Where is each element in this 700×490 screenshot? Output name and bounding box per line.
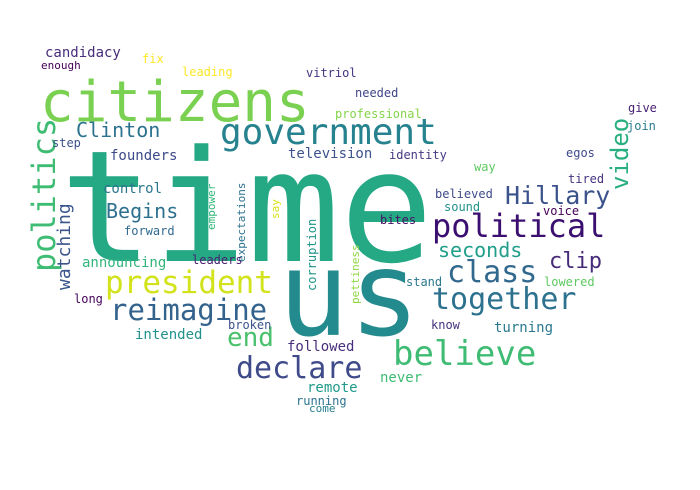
word-announcing: announcing <box>82 255 167 271</box>
word-clip: clip <box>549 249 602 274</box>
word-television: television <box>288 146 373 162</box>
word-give: give <box>628 101 657 115</box>
word-stand: stand <box>406 275 443 289</box>
word-watching: watching <box>54 203 75 290</box>
word-clinton: Clinton <box>76 118 161 142</box>
word-leading: leading <box>182 65 233 79</box>
word-political: political <box>432 207 606 245</box>
word-citizens: citizens <box>40 70 310 135</box>
word-declare: declare <box>236 351 363 386</box>
word-way: way <box>474 160 496 174</box>
word-empower: empower <box>205 183 218 230</box>
word-begins: Begins <box>106 199 179 223</box>
word-expectations: expectations <box>235 182 248 262</box>
word-fix: fix <box>142 52 164 66</box>
word-hillary: Hillary <box>505 181 611 210</box>
word-believed: believed <box>435 187 493 201</box>
word-corruption: corruption <box>305 218 319 291</box>
word-sound: sound <box>444 200 481 214</box>
word-professional: professional <box>335 107 422 121</box>
word-pettiness: pettiness <box>349 244 362 304</box>
word-lowered: lowered <box>544 275 595 289</box>
word-seconds: seconds <box>438 238 523 262</box>
word-intended: intended <box>135 327 203 343</box>
word-bites: bites <box>380 213 417 227</box>
word-class: class <box>447 255 538 290</box>
word-turning: turning <box>494 320 554 336</box>
word-never: never <box>380 370 423 386</box>
word-vitriol: vitriol <box>306 66 357 80</box>
word-say: say <box>269 199 282 219</box>
word-needed: needed <box>355 86 399 100</box>
word-reimagine: reimagine <box>110 293 268 327</box>
word-president: president <box>105 265 273 301</box>
word-together: together <box>432 282 577 317</box>
word-remote: remote <box>307 380 358 396</box>
word-tired: tired <box>568 172 605 186</box>
word-broken: broken <box>228 318 272 332</box>
word-time: time <box>60 117 434 298</box>
word-candidacy: candidacy <box>45 45 121 61</box>
word-enough: enough <box>41 59 81 72</box>
word-believe: believe <box>393 334 537 374</box>
word-egos: egos <box>566 146 595 160</box>
word-long: long <box>74 292 103 306</box>
word-government: government <box>220 112 437 153</box>
word-control: control <box>103 181 163 197</box>
word-us: us <box>278 225 421 363</box>
word-know: know <box>431 318 460 332</box>
word-voice: voice <box>543 204 580 218</box>
word-running: running <box>296 394 347 408</box>
word-step: step <box>52 136 81 150</box>
word-join: join <box>627 119 656 133</box>
word-leaders: leaders <box>192 253 243 267</box>
word-followed: followed <box>287 339 355 355</box>
word-come: come <box>309 402 336 415</box>
word-end: end <box>227 323 274 353</box>
word-forward: forward <box>124 224 175 238</box>
word-identity: identity <box>389 148 447 162</box>
word-founders: founders <box>110 148 178 164</box>
